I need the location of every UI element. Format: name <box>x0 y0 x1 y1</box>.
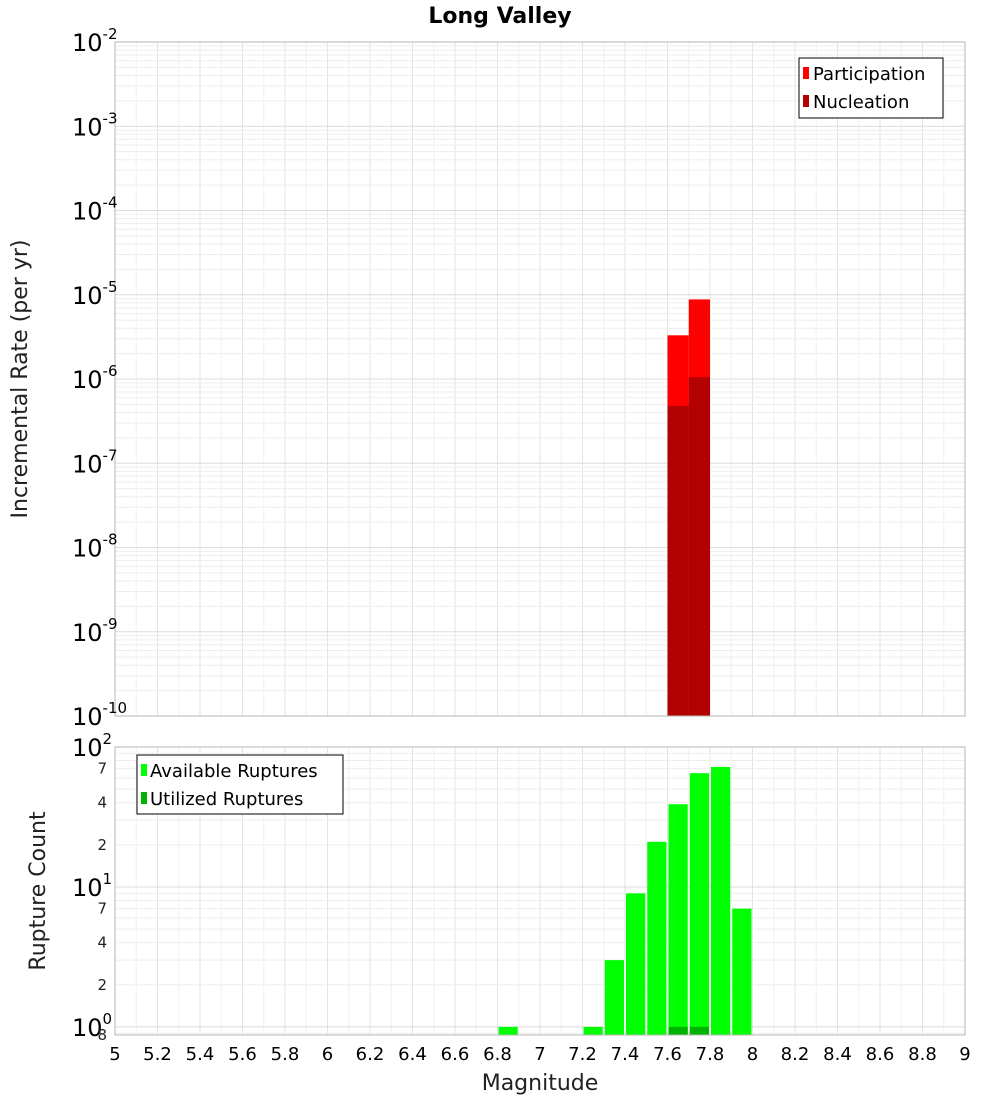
top-y-axis-label: Incremental Rate (per yr) <box>8 240 33 519</box>
x-tick-label: 6.8 <box>483 1044 512 1065</box>
x-tick-label: 8.2 <box>781 1044 810 1065</box>
x-tick-label: 6.4 <box>398 1044 427 1065</box>
legend-label-nucleation: Nucleation <box>813 92 909 113</box>
bar-available-ruptures <box>689 773 709 1035</box>
bar-utilized-ruptures <box>689 1026 709 1035</box>
bottom-grid <box>114 747 966 1035</box>
x-tick-label: 8 <box>747 1044 758 1065</box>
bar-available-ruptures <box>711 766 731 1035</box>
bar-available-ruptures <box>626 893 646 1035</box>
x-tick-label: 7.2 <box>568 1044 597 1065</box>
chart-title: Long Valley <box>428 4 571 29</box>
x-tick-label: 7.4 <box>611 1044 640 1065</box>
legend-label-available: Available Ruptures <box>150 761 318 782</box>
bar-nucleation <box>667 405 689 716</box>
x-tick-label: 8.4 <box>823 1044 852 1065</box>
y-tick-label: 10-5 <box>72 278 118 310</box>
y-tick-label: 10-3 <box>72 109 118 141</box>
x-tick-label: 5.4 <box>186 1044 215 1065</box>
y-tick-label: 102 <box>72 730 112 762</box>
legend-swatch-available <box>141 764 147 776</box>
top-y-tick-labels: 10-2 10-3 10-4 10-5 10-6 10-7 10-8 10-9 10-10 <box>72 25 127 731</box>
bottom-panel: 102 101 100 7 4 2 7 4 2 8 5 5.2 5.4 5.6 5.8 6 6.2 6.4 6.6… <box>26 730 971 1096</box>
y-tick-label: 10-4 <box>72 194 118 226</box>
legend-label-utilized: Utilized Ruptures <box>150 789 303 810</box>
x-tick-labels: 5 5.2 5.4 5.6 5.8 6 6.2 6.4 6.6 6.8 7 7.2 7.4 7.6 7.8 8… <box>109 1044 970 1065</box>
bar-available-ruptures <box>498 1026 518 1035</box>
legend-swatch-nucleation <box>803 95 809 107</box>
top-grid <box>114 42 966 717</box>
x-axis-label: Magnitude <box>482 1071 599 1096</box>
bar-available-ruptures <box>604 960 624 1035</box>
x-tick-label: 7 <box>534 1044 545 1065</box>
y-minor-tick-label: 2 <box>97 836 107 854</box>
x-tick-label: 5.6 <box>228 1044 257 1065</box>
x-tick-label: 7.6 <box>653 1044 682 1065</box>
bar-available-ruptures <box>583 1026 603 1035</box>
x-tick-label: 7.8 <box>696 1044 725 1065</box>
y-tick-label: 10-8 <box>72 531 118 563</box>
bar-available-ruptures <box>668 804 688 1035</box>
y-tick-label: 101 <box>72 870 112 902</box>
top-panel: 10-2 10-3 10-4 10-5 10-6 10-7 10-8 10-9 10-10 In… <box>8 25 966 731</box>
x-tick-label: 8.6 <box>866 1044 895 1065</box>
bottom-plot-border <box>114 746 966 1036</box>
legend-swatch-utilized <box>141 792 147 804</box>
top-plot-border <box>114 41 966 717</box>
y-tick-label: 100 <box>72 1010 112 1042</box>
legend-label-participation: Participation <box>813 64 925 85</box>
bar-nucleation <box>688 377 710 716</box>
bar-available-ruptures <box>732 908 752 1035</box>
bar-utilized-ruptures <box>668 1026 688 1035</box>
x-tick-label: 6.2 <box>356 1044 385 1065</box>
x-tick-label: 9 <box>959 1044 970 1065</box>
y-tick-label: 10-7 <box>72 446 118 478</box>
y-minor-tick-label: 4 <box>97 794 107 812</box>
y-tick-label: 10-9 <box>72 615 118 647</box>
bottom-legend-box <box>136 754 344 815</box>
legend-swatch-participation <box>803 67 809 79</box>
y-minor-tick-label: 4 <box>97 934 107 952</box>
y-minor-tick-label: 2 <box>97 976 107 994</box>
top-bars <box>667 299 710 716</box>
x-tick-label: 8.8 <box>908 1044 937 1065</box>
x-tick-label: 5.2 <box>143 1044 172 1065</box>
y-minor-tick-label: 7 <box>97 900 107 918</box>
top-legend-box <box>798 57 944 119</box>
y-minor-tick-label: 7 <box>97 760 107 778</box>
y-tick-label: 10-2 <box>72 25 118 57</box>
y-tick-label: 10-6 <box>72 362 118 394</box>
bar-available-ruptures <box>647 841 667 1035</box>
y-tick-label: 10-10 <box>72 699 127 731</box>
bottom-y-axis-label: Rupture Count <box>26 811 51 971</box>
bottom-y-tick-labels: 102 101 100 7 4 2 7 4 2 8 <box>72 730 112 1044</box>
x-tick-label: 5 <box>109 1044 120 1065</box>
bottom-bars <box>498 766 752 1035</box>
bottom-legend: Available Ruptures Utilized Ruptures <box>136 754 344 815</box>
x-tick-label: 6 <box>322 1044 333 1065</box>
top-legend: Participation Nucleation <box>798 57 944 119</box>
x-tick-label: 6.6 <box>441 1044 470 1065</box>
x-tick-label: 5.8 <box>271 1044 300 1065</box>
y-minor-tick-label: 8 <box>97 1026 107 1044</box>
